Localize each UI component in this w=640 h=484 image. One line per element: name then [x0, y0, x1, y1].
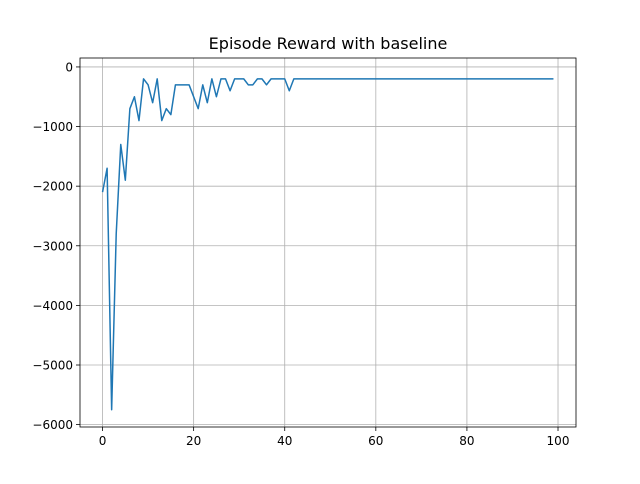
x-tick-label: 60 — [368, 434, 383, 448]
y-tick-label: −2000 — [32, 180, 73, 194]
y-tick-label: −3000 — [32, 239, 73, 253]
y-tick-label: −6000 — [32, 418, 73, 432]
x-tick-label: 80 — [459, 434, 474, 448]
y-tick-label: −4000 — [32, 299, 73, 313]
chart-title: Episode Reward with baseline — [209, 34, 448, 53]
x-tick-label: 20 — [186, 434, 201, 448]
y-tick-label: −1000 — [32, 120, 73, 134]
x-tick-label: 0 — [99, 434, 107, 448]
x-tick-label: 40 — [277, 434, 292, 448]
x-tick-label: 100 — [547, 434, 570, 448]
y-tick-label: −5000 — [32, 359, 73, 373]
y-tick-label: 0 — [65, 60, 73, 74]
